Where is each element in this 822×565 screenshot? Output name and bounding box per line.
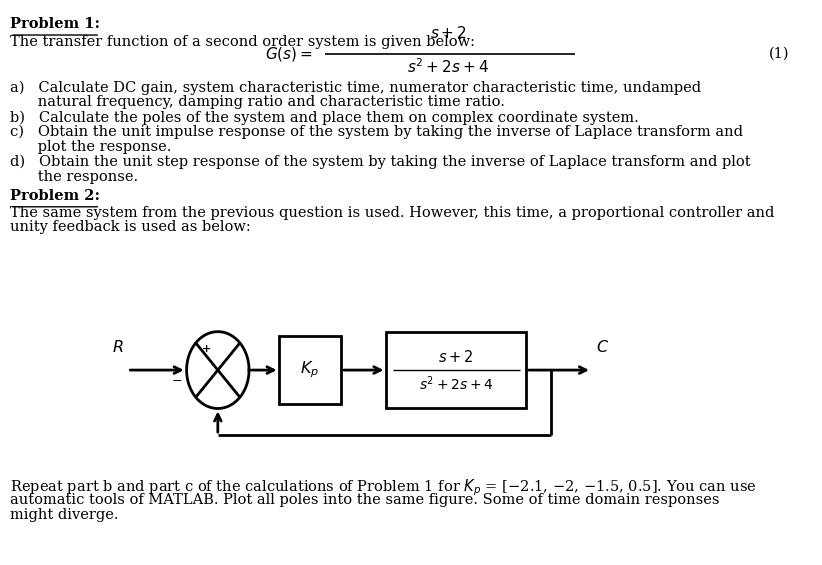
Text: Problem 1:: Problem 1: xyxy=(10,17,99,31)
Bar xyxy=(279,336,341,404)
Bar xyxy=(386,332,526,408)
Text: b)   Calculate the poles of the system and place them on complex coordinate syst: b) Calculate the poles of the system and… xyxy=(10,110,639,124)
Text: $s^2 + 2s + 4$: $s^2 + 2s + 4$ xyxy=(419,374,493,393)
Text: The transfer function of a second order system is given below:: The transfer function of a second order … xyxy=(10,35,475,49)
Text: Repeat part b and part c of the calculations of Problem 1 for $K_p$ = [−2.1, −2,: Repeat part b and part c of the calculat… xyxy=(10,477,756,498)
Text: $G(s) =$: $G(s) =$ xyxy=(265,45,312,63)
Text: Problem 2:: Problem 2: xyxy=(10,189,99,203)
Text: a)   Calculate DC gain, system characteristic time, numerator characteristic tim: a) Calculate DC gain, system characteris… xyxy=(10,80,701,94)
Text: unity feedback is used as below:: unity feedback is used as below: xyxy=(10,220,251,234)
Text: −: − xyxy=(172,375,182,388)
Text: $R$: $R$ xyxy=(112,339,123,356)
Text: plot the response.: plot the response. xyxy=(10,140,171,154)
Text: natural frequency, damping ratio and characteristic time ratio.: natural frequency, damping ratio and cha… xyxy=(10,95,505,109)
Text: The same system from the previous question is used. However, this time, a propor: The same system from the previous questi… xyxy=(10,206,774,220)
Text: $s^2 + 2s + 4$: $s^2 + 2s + 4$ xyxy=(407,58,489,76)
Text: $C$: $C$ xyxy=(596,339,609,356)
Text: $K_p$: $K_p$ xyxy=(300,360,320,380)
Text: automatic tools of MATLAB. Plot all poles into the same figure. Some of time dom: automatic tools of MATLAB. Plot all pole… xyxy=(10,493,719,507)
Text: c)   Obtain the unit impulse response of the system by taking the inverse of Lap: c) Obtain the unit impulse response of t… xyxy=(10,125,743,139)
Text: (1): (1) xyxy=(769,47,789,60)
Text: d)   Obtain the unit step response of the system by taking the inverse of Laplac: d) Obtain the unit step response of the … xyxy=(10,155,750,169)
Text: might diverge.: might diverge. xyxy=(10,508,118,522)
Text: $s + 2$: $s + 2$ xyxy=(430,25,466,41)
Text: the response.: the response. xyxy=(10,170,138,184)
Text: $s + 2$: $s + 2$ xyxy=(438,349,474,364)
Text: +: + xyxy=(202,344,211,354)
